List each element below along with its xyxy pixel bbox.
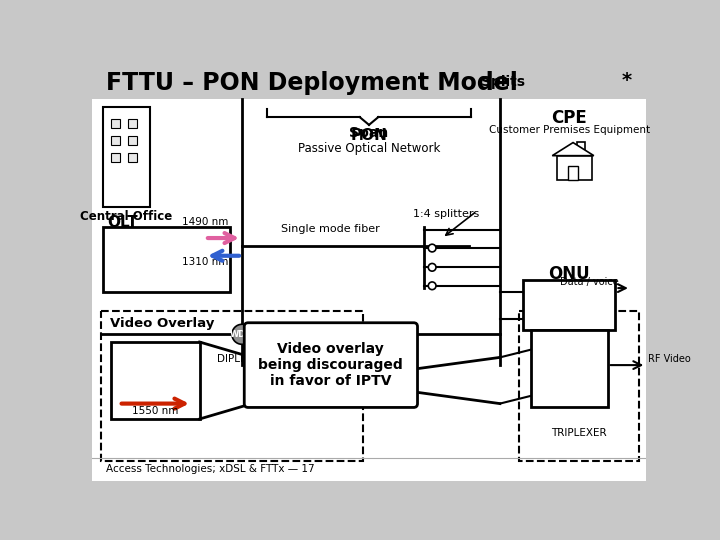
Bar: [577, 142, 585, 153]
Circle shape: [232, 325, 252, 345]
Circle shape: [428, 244, 436, 252]
Bar: [111, 153, 120, 162]
Bar: [523, 280, 616, 330]
Circle shape: [387, 330, 397, 339]
Text: Passive Optical Network: Passive Optical Network: [298, 142, 440, 155]
Bar: [531, 330, 608, 408]
Text: OLT: OLT: [107, 215, 138, 230]
Bar: [101, 311, 363, 461]
Bar: [104, 226, 230, 292]
Bar: [519, 311, 639, 461]
Text: Single mode fiber: Single mode fiber: [281, 224, 380, 234]
Bar: [111, 136, 120, 145]
Bar: [128, 136, 138, 145]
Bar: [557, 156, 593, 180]
Text: PON: PON: [351, 128, 387, 143]
Text: 1550 nm: 1550 nm: [132, 406, 178, 416]
Text: 1490 nm: 1490 nm: [182, 217, 228, 227]
Bar: [104, 107, 150, 207]
Text: Customer Premises Equipment: Customer Premises Equipment: [489, 125, 649, 135]
Circle shape: [272, 330, 282, 339]
Circle shape: [428, 282, 436, 289]
Text: Span: Span: [349, 126, 389, 140]
Bar: [567, 166, 577, 180]
Text: Video Overlay: Video Overlay: [110, 318, 215, 330]
Text: RF Video: RF Video: [648, 354, 690, 363]
Bar: [111, 342, 199, 419]
Text: Access Technologies; xDSL & FTTx — 17: Access Technologies; xDSL & FTTx — 17: [106, 464, 315, 474]
Text: 1310 nm: 1310 nm: [182, 257, 228, 267]
Bar: [92, 65, 647, 99]
Text: Central Office: Central Office: [81, 210, 173, 222]
FancyBboxPatch shape: [244, 323, 418, 408]
Text: *: *: [622, 71, 632, 90]
Text: Video overlay
being discouraged
in favor of IPTV: Video overlay being discouraged in favor…: [258, 342, 403, 388]
Bar: [128, 119, 138, 128]
Circle shape: [428, 264, 436, 271]
Polygon shape: [552, 143, 594, 156]
Bar: [128, 153, 138, 162]
Text: WDM: WDM: [230, 330, 254, 339]
Text: DIPLEXER: DIPLEXER: [217, 354, 267, 363]
Bar: [111, 119, 120, 128]
Text: CPE: CPE: [552, 110, 587, 127]
Text: ONU: ONU: [549, 265, 590, 283]
Text: Data / voice: Data / voice: [560, 276, 619, 287]
Text: TRIPLEXER: TRIPLEXER: [551, 428, 606, 438]
Text: Splits: Splits: [481, 75, 525, 89]
Text: 1:4 splitters: 1:4 splitters: [413, 209, 479, 219]
Text: FTTU – PON Deployment Model: FTTU – PON Deployment Model: [106, 71, 518, 95]
